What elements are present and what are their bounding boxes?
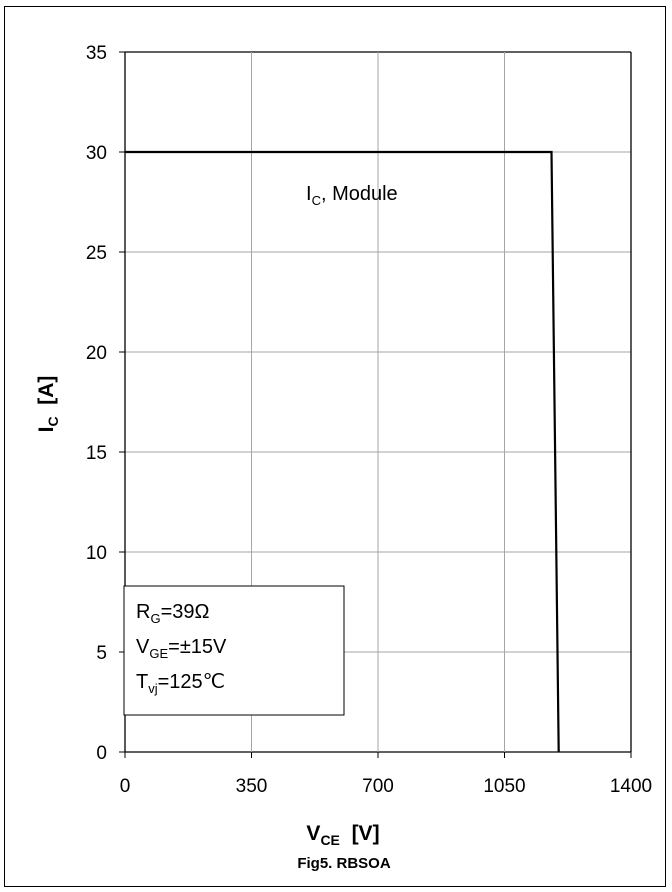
x-tick-label: 1050 (483, 776, 525, 797)
x-tick-labels: 0 350 700 1050 1400 (120, 776, 652, 797)
chart-border (4, 6, 666, 887)
x-tick-label: 700 (362, 776, 394, 797)
x-tick-label: 1400 (610, 776, 652, 797)
condition-rg: RG=39Ω (136, 601, 210, 626)
x-tick-label: 350 (236, 776, 268, 797)
series-annotation: IC, Module (306, 183, 398, 208)
condition-vge: VGE=±15V (136, 636, 227, 661)
y-tick-label: 25 (86, 243, 107, 264)
x-axis-title: VCE [V] (306, 822, 379, 848)
y-tick-label: 10 (86, 543, 107, 564)
condition-tvj: Tvj=125℃ (136, 671, 225, 696)
x-tick-label: 0 (120, 776, 131, 797)
y-tick-label: 35 (86, 43, 107, 64)
y-tick-label: 0 (96, 743, 107, 764)
series-layer (125, 150, 560, 753)
y-tick-labels: 0 5 10 15 20 25 30 35 (86, 43, 107, 764)
y-tick-label: 30 (86, 143, 107, 164)
y-tick-label: 5 (96, 643, 107, 664)
y-axis-title: IC [A] (35, 376, 61, 433)
y-tick-label: 20 (86, 343, 107, 364)
figure-caption: Fig5. RBSOA (297, 855, 391, 872)
series-line (125, 150, 560, 753)
y-tick-label: 15 (86, 443, 107, 464)
conditions-box: RG=39Ω VGE=±15V Tvj=125℃ (123, 585, 345, 716)
